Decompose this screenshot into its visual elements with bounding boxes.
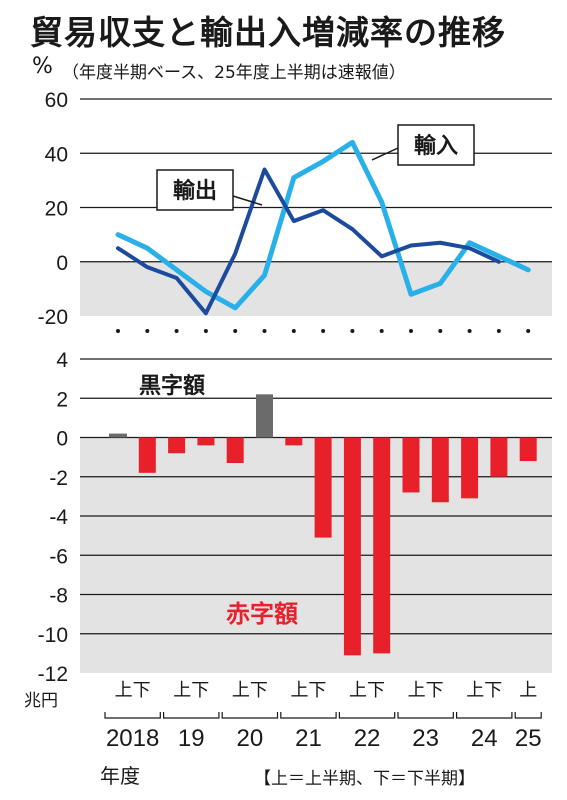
bar	[226, 437, 244, 464]
bar	[285, 437, 303, 446]
x-axis: 上下 2018 上下 19 上下 20 上下 21 上下 22 上下 23 上下 24 上 25	[104, 680, 542, 752]
callout-leader-imports	[371, 147, 399, 161]
chart-title: 貿易収支と輸出入増減率の推移	[30, 13, 506, 52]
fiscal-year-label: 年度	[100, 764, 140, 788]
half-label: 上下	[466, 680, 502, 701]
year-bracket	[514, 712, 542, 719]
half-label: 上	[519, 680, 537, 701]
half-label: 上下	[115, 680, 151, 701]
separator-dot	[291, 329, 296, 333]
y-tick-label: 0	[56, 252, 68, 275]
surplus-annotation: 黒字額	[139, 373, 205, 399]
separator-dot	[233, 329, 238, 333]
y-tick-label: 20	[45, 198, 68, 221]
year-bracket	[221, 712, 279, 719]
half-label: 上下	[349, 680, 385, 701]
separator-dot	[438, 329, 443, 333]
separator-dot	[467, 329, 472, 333]
year-bracket	[338, 712, 396, 719]
chart-subtitle: （年度半期ベース、25年度上半期は速報値）	[62, 63, 406, 83]
bar	[490, 437, 508, 477]
callout-box-exports	[156, 169, 234, 211]
bar	[314, 437, 332, 538]
y-tick-label: -20	[38, 306, 68, 329]
year-label: 21	[295, 725, 322, 752]
year-bracket	[456, 712, 513, 719]
year-label: 22	[354, 725, 381, 752]
year-bracket	[280, 712, 337, 719]
separator-dot	[262, 329, 267, 333]
y-tick-label: 60	[45, 89, 68, 112]
separator-dot	[379, 329, 384, 333]
y-tick-label: -8	[49, 585, 68, 608]
year-bracket	[104, 712, 161, 719]
y-tick-label: -2	[49, 467, 68, 490]
y-tick-label: -4	[49, 506, 68, 529]
year-label: 19	[178, 725, 205, 752]
y-tick-label: 4	[56, 349, 68, 372]
bar	[402, 437, 420, 493]
half-label: 上下	[173, 680, 209, 701]
callout-box-imports	[397, 124, 475, 166]
year-label: 25	[515, 725, 542, 752]
series-line-exports	[116, 167, 501, 316]
callout-leader-exports	[232, 195, 263, 206]
bar	[343, 437, 361, 656]
bar	[519, 437, 537, 462]
half-label: 上下	[290, 680, 326, 701]
callout-exports: 輸出	[173, 178, 217, 204]
y-tick-label: -10	[38, 624, 68, 647]
y-tick-label: -12	[38, 663, 68, 686]
separator-dot	[496, 329, 501, 333]
year-label: 20	[236, 725, 263, 752]
year-label: 24	[471, 725, 498, 752]
bar	[256, 394, 273, 438]
bar	[109, 433, 127, 438]
y-tick-label: 40	[45, 143, 68, 166]
year-bracket	[163, 712, 220, 719]
top-unit-label: %	[32, 54, 53, 79]
bottom-unit-label: 兆円	[24, 691, 58, 711]
separator-dot	[116, 329, 120, 333]
year-bracket	[397, 712, 454, 719]
y-tick-label: 0	[56, 428, 68, 451]
series-line-imports	[115, 139, 531, 311]
bar	[138, 437, 156, 473]
separator-dot	[321, 329, 326, 333]
separator-dot	[350, 329, 355, 333]
bar	[373, 437, 391, 654]
half-label: 上下	[408, 680, 444, 701]
bar	[461, 437, 479, 499]
separator-dot	[409, 329, 413, 333]
callout-imports: 輸入	[414, 133, 458, 159]
separator-dot	[203, 329, 208, 333]
half-label: 上下	[232, 680, 268, 701]
year-label: 23	[412, 725, 439, 752]
separator-dot	[145, 329, 150, 333]
y-tick-label: -6	[49, 545, 68, 568]
bar	[197, 437, 215, 446]
bar	[168, 437, 186, 454]
y-tick-label: 2	[56, 388, 68, 411]
bar	[431, 437, 449, 503]
deficit-annotation: 赤字額	[226, 600, 298, 628]
growth-rate-panel: 60 40 20 0 -20 輸出 輸入	[38, 89, 552, 333]
separator-dot	[526, 329, 531, 333]
legend-note: 【上＝上半期、下＝下半期】	[254, 769, 475, 789]
separator-dot	[174, 329, 179, 333]
year-label: 2018	[106, 725, 159, 752]
